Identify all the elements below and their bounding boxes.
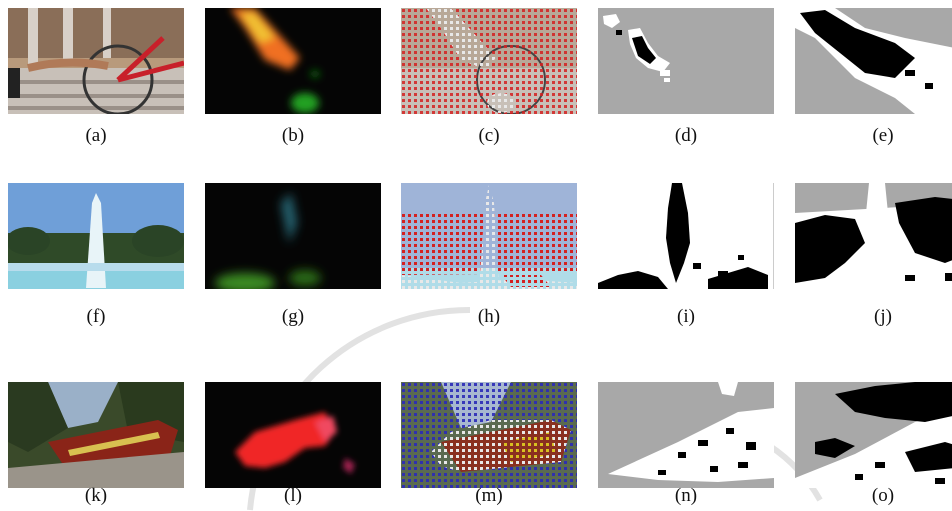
panel-j-mask [795, 183, 952, 289]
panel-n-mask [598, 382, 774, 488]
caption-m: (m) [475, 485, 503, 506]
caption-g: (g) [281, 306, 305, 327]
caption-d: (d) [674, 125, 698, 146]
panel-l-motion-flow [205, 382, 381, 488]
caption-f: (f) [86, 306, 106, 327]
panel-f-fountain-frame [8, 183, 184, 289]
panel-m-point-grid [401, 382, 577, 488]
panel-d-mask [598, 8, 774, 114]
panel-k-train-frame [8, 382, 184, 488]
caption-k: (k) [84, 485, 108, 506]
caption-l: (l) [284, 485, 302, 506]
panel-b-motion-flow [205, 8, 381, 114]
panel-a-bicycle-frame [8, 8, 184, 114]
caption-i: (i) [677, 306, 695, 327]
panel-o-mask [795, 382, 952, 488]
panel-h-point-grid [401, 183, 577, 289]
caption-e: (e) [872, 125, 894, 146]
caption-j: (j) [874, 306, 892, 327]
panel-c-point-grid [401, 8, 577, 114]
caption-h: (h) [477, 306, 501, 327]
panel-e-mask [795, 8, 952, 114]
caption-b: (b) [281, 125, 305, 146]
caption-o: (o) [871, 485, 895, 506]
caption-c: (c) [478, 125, 500, 146]
caption-n: (n) [674, 485, 698, 506]
caption-a: (a) [85, 125, 107, 146]
panel-g-motion-flow [205, 183, 381, 289]
panel-i-mask [598, 183, 774, 289]
